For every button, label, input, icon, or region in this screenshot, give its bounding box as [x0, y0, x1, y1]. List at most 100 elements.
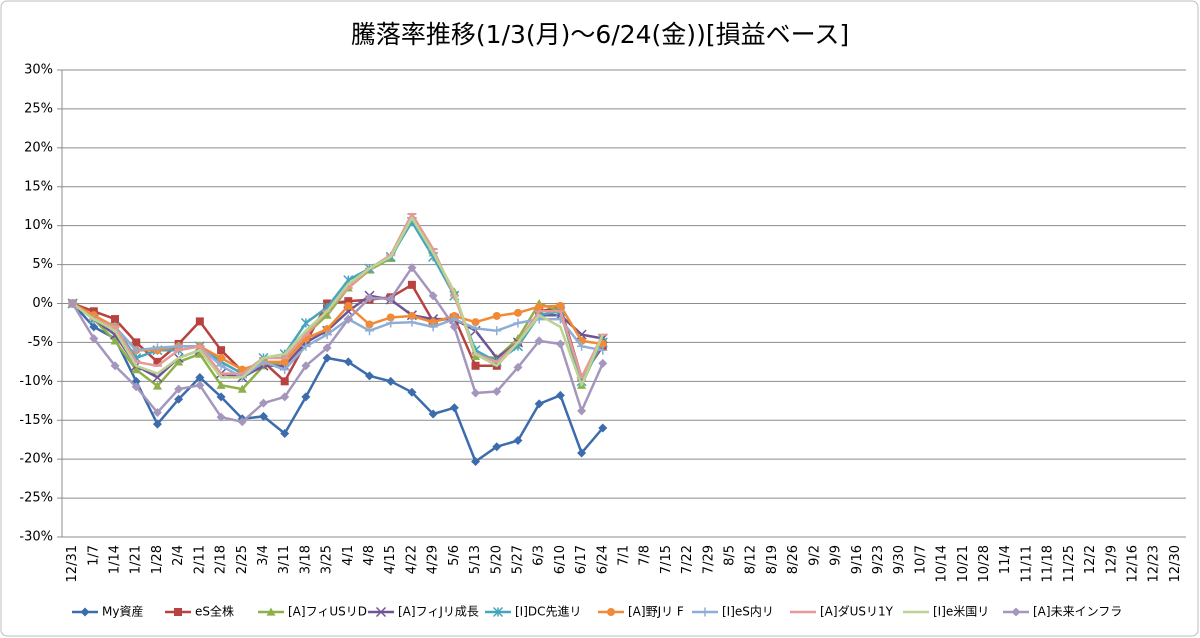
marker [153, 357, 162, 366]
x-tick-label: 4/15 [383, 545, 398, 574]
legend-label: [A]フィJリ成長 [398, 605, 479, 619]
marker [429, 318, 438, 327]
marker [110, 361, 120, 371]
marker [152, 407, 162, 417]
x-tick-label: 10/14 [935, 545, 950, 582]
y-tick-label: 15% [24, 179, 53, 194]
x-tick-label: 5/6 [447, 545, 462, 566]
marker [300, 317, 311, 328]
marker [216, 392, 226, 402]
marker [577, 448, 587, 458]
marker [513, 318, 523, 328]
marker [375, 606, 387, 618]
marker [365, 371, 375, 381]
marker [471, 351, 481, 361]
x-tick-label: 2/11 [192, 545, 207, 574]
x-tick-label: 11/11 [1019, 545, 1034, 582]
marker [471, 388, 481, 398]
x-tick-label: 6/17 [574, 545, 589, 574]
x-tick-label: 5/27 [510, 545, 525, 574]
marker [449, 314, 459, 324]
marker [89, 322, 99, 332]
marker [598, 423, 608, 433]
marker [492, 311, 501, 320]
marker [195, 349, 205, 358]
marker [343, 357, 353, 367]
marker [131, 345, 141, 355]
marker [280, 377, 289, 386]
marker [407, 263, 417, 273]
legend-label: [A]ダUSリ1Y [820, 604, 894, 619]
marker [513, 435, 523, 445]
x-tick-label: 3/4 [256, 545, 271, 566]
x-tick-label: 11/25 [1062, 545, 1077, 582]
marker [322, 330, 332, 340]
x-tick-label: 11/18 [1041, 545, 1056, 582]
x-tick-label: 4/8 [362, 545, 377, 566]
y-tick-label: -5% [28, 335, 53, 350]
marker [216, 412, 226, 422]
marker [152, 372, 163, 383]
legend-label: eS全株 [195, 604, 234, 619]
marker [131, 382, 141, 392]
y-tick-label: -15% [19, 413, 53, 428]
marker [323, 325, 332, 334]
marker [152, 343, 162, 353]
x-tick-label: 6/3 [532, 545, 547, 566]
legend-label: My資産 [102, 604, 143, 619]
marker [216, 361, 226, 371]
legend-label: [A]フィUSリD [288, 605, 367, 619]
marker [301, 361, 311, 371]
marker [607, 608, 615, 616]
marker [195, 380, 205, 390]
marker [386, 376, 396, 386]
marker [237, 384, 247, 393]
marker [492, 442, 502, 452]
x-tick-label: 8/5 [723, 545, 738, 566]
series [71, 216, 604, 387]
marker [700, 607, 710, 617]
x-tick-label: 3/25 [320, 545, 335, 574]
marker [428, 409, 438, 419]
marker [195, 372, 205, 382]
x-tick-label: 11/4 [998, 545, 1013, 574]
marker [152, 381, 162, 390]
marker [1011, 607, 1021, 617]
x-tick-label: 1/7 [86, 545, 101, 566]
x-tick-label: 9/30 [892, 545, 907, 574]
marker [471, 323, 481, 333]
marker [365, 320, 374, 329]
x-tick-label: 8/26 [786, 545, 801, 574]
marker [428, 322, 438, 332]
x-tick-label: 7/15 [659, 545, 674, 574]
marker [322, 310, 332, 319]
marker [407, 311, 416, 320]
marker [471, 361, 480, 370]
marker [428, 291, 438, 301]
legend-label: [A]未来インフラ [1033, 605, 1122, 619]
marker [266, 607, 276, 616]
x-tick-label: 9/9 [829, 545, 844, 566]
marker [174, 394, 184, 404]
marker [513, 308, 522, 317]
x-tick-label: 12/9 [1104, 545, 1119, 574]
x-tick-label: 2/25 [235, 545, 250, 574]
legend-label: [I]DC先進リ [515, 605, 582, 619]
marker [131, 365, 141, 374]
series-line [71, 302, 604, 463]
marker [280, 365, 290, 375]
x-tick-label: 2/4 [171, 545, 186, 566]
marker [89, 334, 99, 344]
marker [344, 297, 353, 306]
marker [556, 301, 565, 310]
marker [322, 353, 332, 363]
y-tick-label: 30% [24, 63, 53, 78]
marker [407, 317, 417, 327]
x-tick-label: 7/29 [701, 545, 716, 574]
series [68, 263, 608, 427]
marker [322, 343, 332, 353]
x-tick-label: 1/14 [108, 545, 123, 574]
x-tick-label: 9/2 [807, 545, 822, 566]
x-tick-label: 4/1 [341, 545, 356, 566]
